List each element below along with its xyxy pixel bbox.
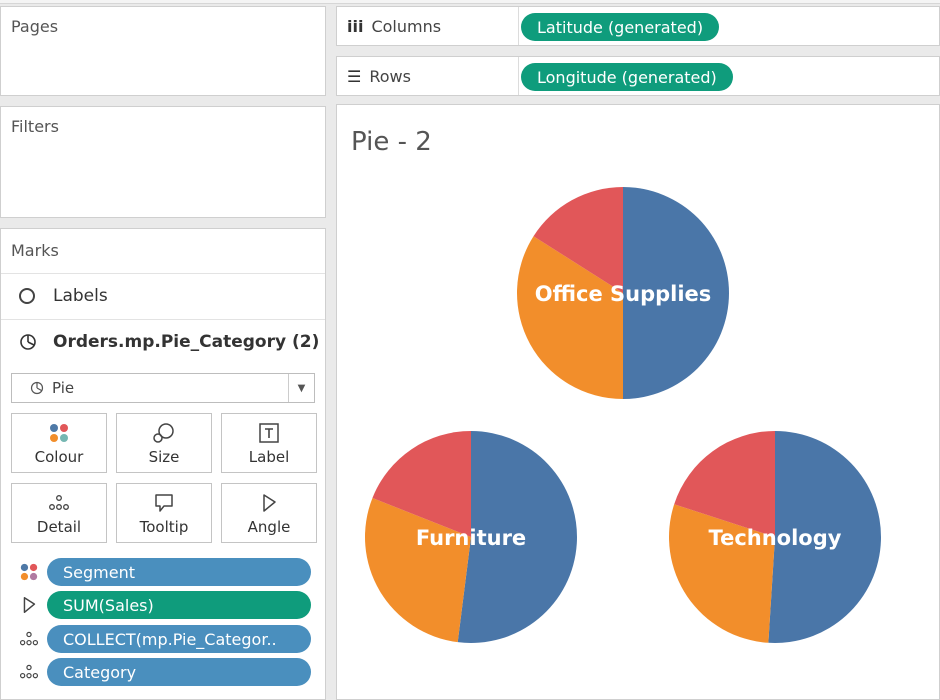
colour-icon xyxy=(50,424,68,442)
colour-icon xyxy=(20,563,38,581)
pie-office-supplies[interactable]: Office Supplies xyxy=(517,187,729,399)
viz-area[interactable]: Pie - 2 Office Supplies Furniture Technolo… xyxy=(336,104,940,700)
pie-furniture[interactable]: Furniture xyxy=(364,431,577,643)
pie-slice[interactable] xyxy=(623,187,729,399)
marks-title: Marks xyxy=(11,241,59,260)
rows-shelf[interactable]: ☰ Rows Longitude (generated) xyxy=(336,56,940,96)
category-pill[interactable]: Category xyxy=(47,658,311,686)
columns-label-text: Columns xyxy=(371,16,442,36)
angle-icon xyxy=(23,597,36,613)
label-button[interactable]: Label xyxy=(221,413,317,473)
labels-row-text: Labels xyxy=(53,285,108,306)
angle-icon xyxy=(263,494,276,512)
segment-pill[interactable]: Segment xyxy=(47,558,311,586)
tooltip-icon xyxy=(155,494,173,512)
tooltip-button[interactable]: Tooltip xyxy=(116,483,212,543)
colour-button[interactable]: Colour xyxy=(11,413,107,473)
tooltip-button-label: Tooltip xyxy=(139,518,189,536)
sum-sales-pill[interactable]: SUM(Sales) xyxy=(47,591,311,619)
pie-label: Furniture xyxy=(416,526,526,550)
radio-icon xyxy=(19,287,35,304)
longitude-pill[interactable]: Longitude (generated) xyxy=(521,63,733,91)
filters-card[interactable]: Filters xyxy=(0,106,326,218)
colour-button-label: Colour xyxy=(34,448,84,466)
marks-layer-labels[interactable]: Labels xyxy=(1,273,325,317)
field-row-collect[interactable]: COLLECT(mp.Pie_Categor.. xyxy=(17,625,311,653)
field-row-category[interactable]: Category xyxy=(17,658,311,686)
columns-icon: iii xyxy=(347,16,364,36)
pie-technology[interactable]: Technology xyxy=(669,431,881,643)
columns-shelf-label: iii Columns xyxy=(337,7,519,45)
detail-icon xyxy=(19,631,39,646)
pie-slice[interactable] xyxy=(768,431,881,643)
detail-button[interactable]: Detail xyxy=(11,483,107,543)
pie-slice[interactable] xyxy=(669,504,775,643)
pie-slice[interactable] xyxy=(372,431,471,537)
pie-slice[interactable] xyxy=(457,431,577,643)
pie-mark-icon xyxy=(30,381,44,395)
top-strip xyxy=(0,0,940,4)
pie-mark-icon xyxy=(20,333,36,350)
size-button[interactable]: Size xyxy=(116,413,212,473)
field-row-segment[interactable]: Segment xyxy=(17,558,311,586)
mark-type-value: Pie xyxy=(52,379,75,397)
chevron-down-icon[interactable]: ▼ xyxy=(288,374,314,402)
columns-shelf[interactable]: iii Columns Latitude (generated) xyxy=(336,6,940,46)
latitude-pill[interactable]: Latitude (generated) xyxy=(521,13,720,41)
rows-shelf-label: ☰ Rows xyxy=(337,57,519,95)
pie-slice[interactable] xyxy=(517,236,623,399)
pages-title: Pages xyxy=(11,17,59,36)
collect-pill[interactable]: COLLECT(mp.Pie_Categor.. xyxy=(47,625,311,653)
angle-button-label: Angle xyxy=(247,518,291,536)
mark-type-dropdown[interactable]: Pie ▼ xyxy=(11,373,315,403)
pie-chart[interactable]: Office Supplies Furniture Technology xyxy=(337,105,939,699)
viz-title: Pie - 2 xyxy=(351,127,432,157)
pages-card[interactable]: Pages xyxy=(0,6,326,96)
label-button-label: Label xyxy=(248,448,290,466)
field-row-sum-sales[interactable]: SUM(Sales) xyxy=(17,591,311,619)
label-icon xyxy=(259,423,279,443)
filters-title: Filters xyxy=(11,117,59,136)
angle-button[interactable]: Angle xyxy=(221,483,317,543)
detail-button-label: Detail xyxy=(36,518,82,536)
rows-icon: ☰ xyxy=(347,66,362,86)
pie-slice[interactable] xyxy=(533,187,623,293)
detail-icon xyxy=(19,664,39,679)
pie-slice[interactable] xyxy=(674,431,775,537)
pie-slice[interactable] xyxy=(364,497,471,643)
size-button-label: Size xyxy=(148,448,180,466)
pie-label: Technology xyxy=(709,526,842,550)
rows-label-text: Rows xyxy=(369,66,411,86)
marks-layer-pie-category[interactable]: Orders.mp.Pie_Category (2) xyxy=(1,319,325,363)
size-icon xyxy=(153,423,174,443)
layer-row-text: Orders.mp.Pie_Category (2) xyxy=(53,331,320,352)
detail-icon xyxy=(49,495,69,510)
pie-label: Office Supplies xyxy=(535,282,712,306)
marks-card: Marks Labels Orders.mp.Pie_Category (2) … xyxy=(0,228,326,700)
